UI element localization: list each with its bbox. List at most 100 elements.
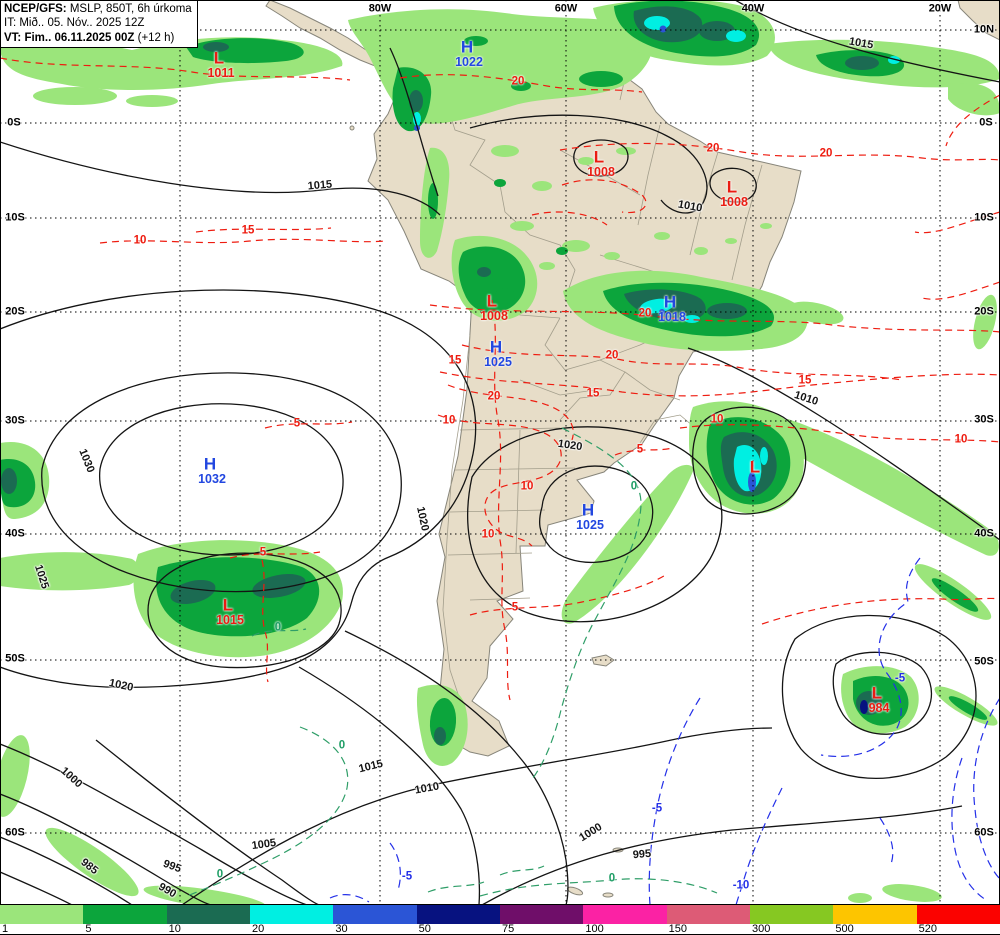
latitude-label-left: 20S <box>5 305 25 318</box>
precip-max <box>860 700 868 714</box>
pressure-center-value: 1011 <box>207 65 235 80</box>
colorbar-segment <box>0 905 84 924</box>
pressure-center-high: H <box>489 337 503 357</box>
latitude-label-right: 20S <box>974 305 994 318</box>
warm-isotherm-label: 5 <box>259 546 267 559</box>
colorbar-tick-label: 30 <box>335 923 348 935</box>
colorbar-tick-label: 50 <box>418 923 431 935</box>
pressure-center-high: H <box>663 292 677 312</box>
valid-time: Fim.. 06.11.2025 00Z <box>21 31 138 44</box>
colorbar-tick-label: 150 <box>668 923 688 935</box>
colorbar-segment <box>916 905 1000 924</box>
pressure-center-high: H <box>460 37 474 57</box>
freezing-line-label: 0 <box>274 621 282 634</box>
graticule <box>0 0 1000 905</box>
model-line: NCEP/GFS: MSLP, 850T, 6h úrkoma <box>4 2 192 16</box>
latitude-label-left: 60S <box>5 826 25 839</box>
model-name: NCEP/GFS: <box>4 3 67 15</box>
colorbar-segment <box>166 905 250 924</box>
pressure-center-value: 1025 <box>576 517 604 532</box>
cold-isotherm-label: -5 <box>894 672 906 685</box>
init-time-line: IT: Mið.. 05. Nóv.. 2025 12Z <box>4 17 145 30</box>
pressure-center-value: 1015 <box>216 612 244 627</box>
warm-isotherm-label: 10 <box>954 433 968 446</box>
colorbar-segment <box>749 905 834 924</box>
warm-isotherm-label: 20 <box>819 147 833 160</box>
precip-colorbar <box>0 905 1000 924</box>
pressure-center-low: L <box>593 147 605 167</box>
isobar-label: 1015 <box>307 178 333 193</box>
warm-isotherm-label: 10 <box>481 528 495 541</box>
map-canvas <box>0 0 1000 905</box>
colorbar-tick-label: 5 <box>85 923 92 935</box>
colorbar-tick-label: 500 <box>835 923 854 935</box>
precip-extreme <box>414 25 756 492</box>
warm-isotherm-label: 15 <box>586 387 600 400</box>
pressure-center-high: H <box>203 454 217 474</box>
valid-time-line: VT: Fim.. 06.11.2025 00Z (+12 h) <box>4 31 192 45</box>
pressure-center-low: L <box>486 291 498 311</box>
latitude-label-left: 30S <box>5 414 25 427</box>
colorbar-segment <box>583 905 667 924</box>
warm-isotherm-label: 10 <box>710 413 724 426</box>
colorbar-tick-label: 520 <box>918 923 938 935</box>
pressure-center-low: L <box>222 595 234 615</box>
pressure-center-value: 1008 <box>480 308 508 323</box>
freezing-line-label: 0 <box>216 868 224 881</box>
falkland-islands <box>591 654 615 667</box>
precip-colorbar-labels: 1 5 10 20 30 50 75 100 150 300 500 520 <box>0 923 1000 935</box>
colorbar-tick-label: 75 <box>502 923 515 935</box>
pressure-center-high: H <box>581 500 595 520</box>
colorbar-tick-label: 10 <box>168 923 181 935</box>
freezing-line-label: 0 <box>608 872 616 885</box>
latitude-label-right: 10N <box>973 23 995 36</box>
colorbar-tick-label: 300 <box>752 923 771 935</box>
valid-offset: (+12 h) <box>137 31 175 44</box>
info-box: NCEP/GFS: MSLP, 850T, 6h úrkoma IT: Mið.… <box>0 0 198 49</box>
latitude-label-right: 40S <box>974 527 994 540</box>
pressure-center-value: 1025 <box>484 354 512 369</box>
pressure-center-low: L <box>213 48 225 68</box>
longitude-label: 20W <box>928 2 952 15</box>
freezing-line-label: 0 <box>338 739 346 752</box>
warm-isotherm-label: 5 <box>636 443 644 456</box>
model-fields: MSLP, 850T, 6h úrkoma <box>66 3 192 15</box>
colorbar-tick-label: 20 <box>252 923 265 935</box>
freezing-line-layer <box>186 427 718 897</box>
warm-isotherm-label: 20 <box>638 307 652 320</box>
longitude-label: 60W <box>554 2 578 15</box>
warm-isotherm-label: 20 <box>487 390 501 403</box>
pressure-center-low: L <box>871 683 883 703</box>
latitude-label-left: 10S <box>5 211 25 224</box>
colorbar-segment <box>416 905 500 924</box>
pressure-center-value: 984 <box>868 700 890 715</box>
longitude-label: 80W <box>368 2 392 15</box>
isobar-label: 995 <box>632 847 652 862</box>
pressure-center-value: 1022 <box>455 54 483 69</box>
latitude-label-left: 40S <box>5 527 25 540</box>
pressure-center-value: 1032 <box>198 471 226 486</box>
latitude-label-right: 50S <box>974 655 994 668</box>
warm-isotherm-label: 20 <box>511 75 525 88</box>
warm-isotherm-label: 15 <box>798 374 812 387</box>
warm-isotherm-label: 10 <box>442 414 456 427</box>
latitude-label-right: 10S <box>974 211 994 224</box>
pressure-center-value: 1008 <box>587 164 615 179</box>
colorbar-segment <box>666 905 750 924</box>
colorbar-segment <box>499 905 584 924</box>
colorbar-tick-label: 100 <box>585 923 604 935</box>
warm-isotherm-label: 10 <box>133 234 147 247</box>
latitude-label-left: 0S <box>7 116 21 129</box>
colorbar-segment <box>249 905 334 924</box>
warm-isotherm-label: 15 <box>448 354 462 367</box>
cold-isotherm-label: -5 <box>401 870 413 883</box>
longitude-label: 40W <box>741 2 765 15</box>
pressure-center-value: 1018 <box>658 309 686 324</box>
warm-isotherm-label: 5 <box>293 417 301 430</box>
warm-isotherm-label: 15 <box>241 224 255 237</box>
cold-isotherm-label: -10 <box>732 879 750 892</box>
precip-layer <box>0 0 1000 905</box>
latitude-label-right: 30S <box>974 413 994 426</box>
latitude-label-right: 60S <box>974 826 994 839</box>
